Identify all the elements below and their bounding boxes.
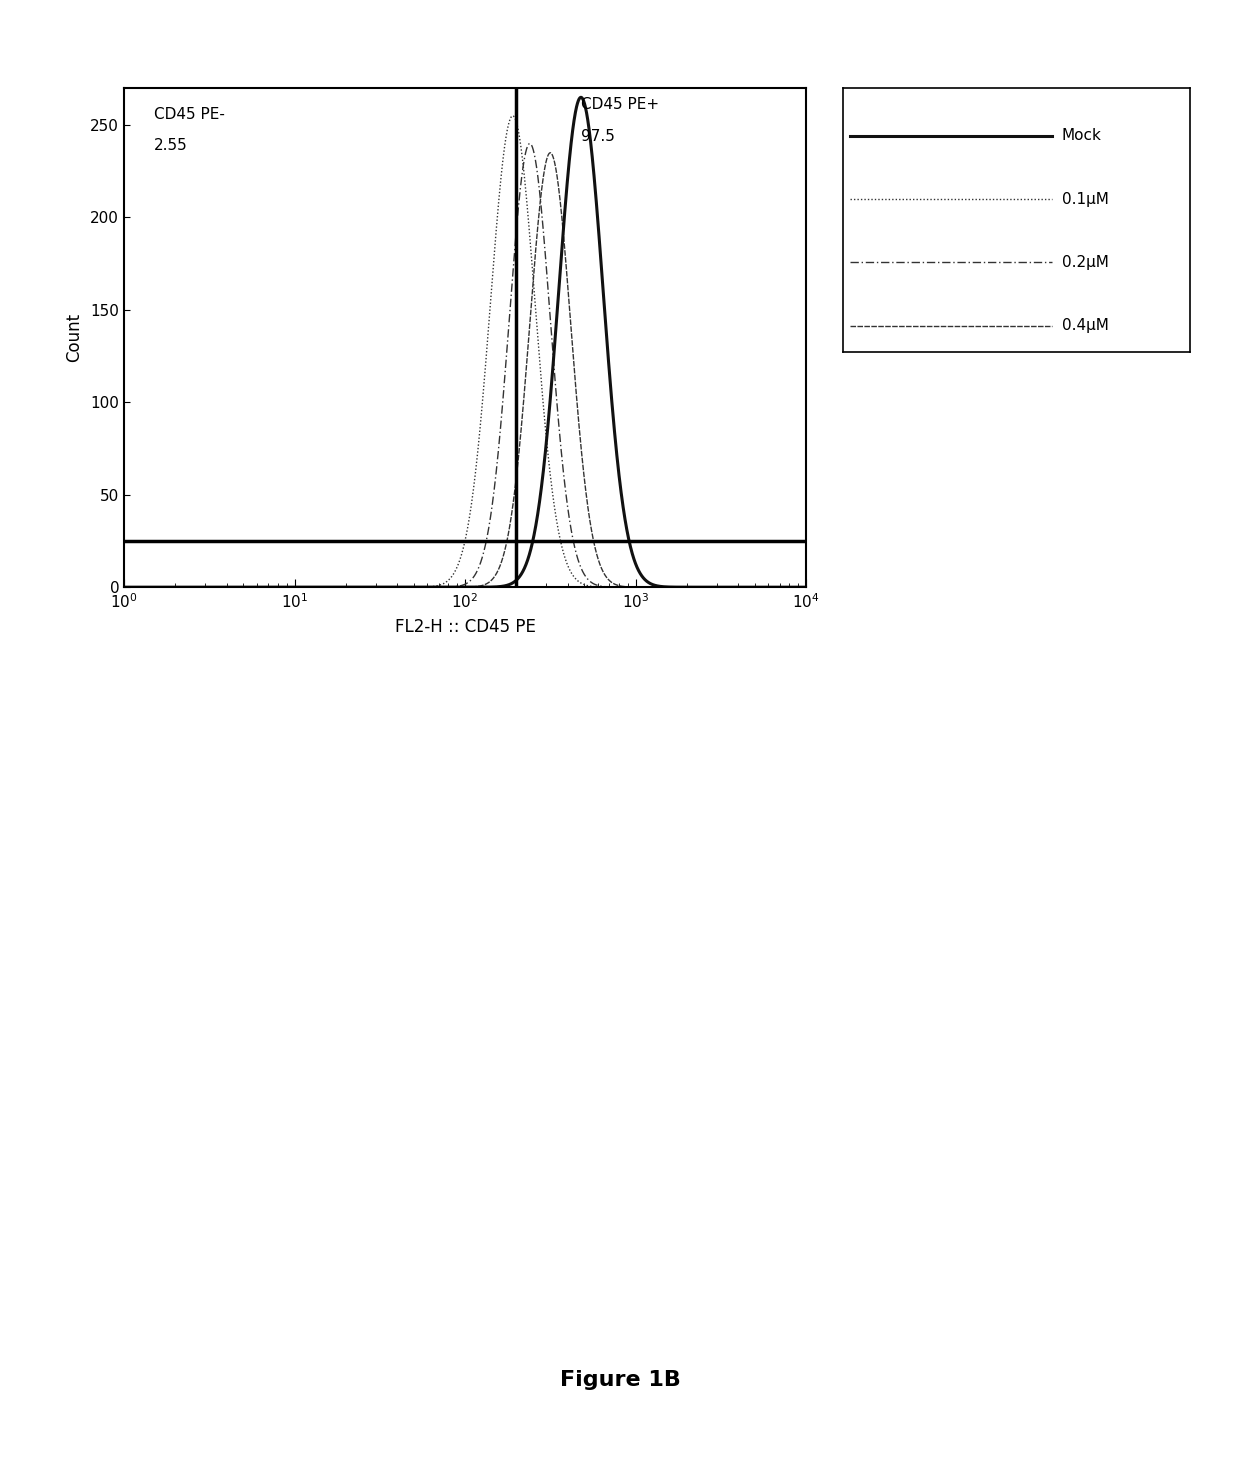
Text: 2.55: 2.55 [154, 138, 187, 153]
Text: Figure 1B: Figure 1B [559, 1370, 681, 1390]
X-axis label: FL2-H :: CD45 PE: FL2-H :: CD45 PE [394, 618, 536, 636]
Text: 0.4μM: 0.4μM [1061, 319, 1109, 333]
Text: 0.1μM: 0.1μM [1061, 191, 1109, 207]
Text: CD45 PE-: CD45 PE- [154, 107, 224, 122]
Text: Mock: Mock [1061, 128, 1102, 144]
Y-axis label: Count: Count [66, 313, 83, 363]
Text: 0.2μM: 0.2μM [1061, 255, 1109, 270]
Text: CD45 PE+: CD45 PE+ [582, 97, 660, 113]
Text: 97.5: 97.5 [582, 129, 615, 144]
